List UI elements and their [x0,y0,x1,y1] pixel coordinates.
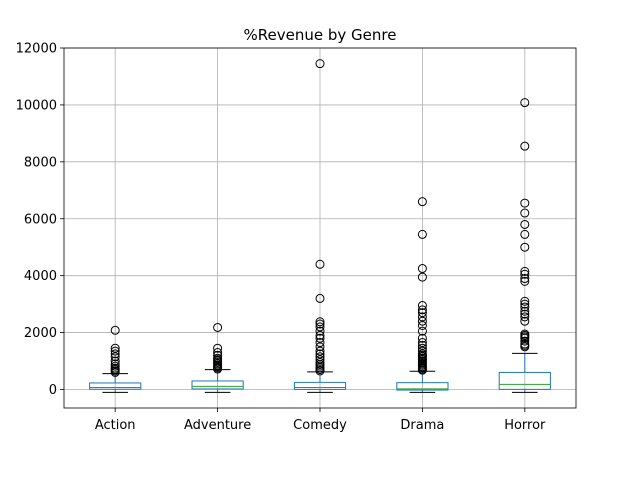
x-tick-label: Action [95,418,136,433]
x-tick-label: Comedy [293,418,347,433]
outlier-point [315,346,325,356]
outlier-point [520,302,530,312]
outlier-point [315,319,325,329]
outlier-point [110,359,120,369]
outlier-point [520,266,530,276]
y-tick-label: 4000 [24,269,57,284]
outlier-point [315,355,325,365]
grid-lines [64,47,576,408]
outlier-point [315,59,325,69]
outlier-point [417,312,427,322]
outlier-point [315,352,325,362]
box-adventure [191,322,244,393]
outlier-point [315,317,325,327]
box-action [89,325,142,393]
outlier-point [417,308,427,318]
outlier-point [520,274,530,284]
outlier-point [110,349,120,359]
outlier-point [520,329,530,339]
outlier-point [315,342,325,352]
outlier-point [417,343,427,353]
outlier-point [417,301,427,311]
outlier-point [110,352,120,362]
outlier-point [417,338,427,348]
box-iqr [191,380,244,390]
plot-frame [63,47,577,409]
outlier-point [520,269,530,279]
outlier-point [417,229,427,239]
outlier-point [520,276,530,286]
outlier-point [110,356,120,366]
outlier-point [213,343,223,353]
outlier-point [315,333,325,343]
y-tick-label: 12000 [16,42,57,57]
outlier-point [213,350,223,360]
outlier-point [520,336,530,346]
outlier-point [520,309,530,319]
outlier-point [315,326,325,336]
outlier-point [520,229,530,239]
outlier-point [417,326,427,336]
x-tick-label: Adventure [184,418,251,433]
outlier-point [213,353,223,363]
outlier-point [110,361,120,371]
outlier-point [417,346,427,356]
axes: 0 2000 4000 6000 8000 10000 12000 Action Adventu… [16,42,577,433]
outlier-point [520,141,530,151]
outlier-point [520,299,530,309]
y-axis-label: % [0,224,4,236]
box-horror [498,98,551,393]
y-tick-label: 6000 [24,212,57,227]
box-iqr [498,371,551,390]
outlier-point [417,264,427,274]
outlier-point [110,343,120,353]
outlier-point [315,338,325,348]
outlier-point [520,316,530,326]
outlier-point [315,349,325,359]
outlier-point [110,346,120,356]
box-drama [396,197,449,393]
box-comedy [293,59,347,393]
outlier-point [520,98,530,108]
outlier-point [520,312,530,322]
outlier-point [315,293,325,303]
outlier-point [417,333,427,343]
outlier-point [520,208,530,218]
outlier-point [417,305,427,315]
outlier-point [520,339,530,349]
outlier-point [417,316,427,326]
outlier-point [417,320,427,330]
outlier-point [315,330,325,340]
box-iqr [89,382,142,390]
outlier-point [417,272,427,282]
box-iqr [396,382,449,391]
y-tick-label: 0 [49,383,57,398]
outlier-point [417,197,427,207]
outlier-point [520,219,530,229]
outlier-point [315,322,325,332]
outlier-point [520,296,530,306]
outlier-point [520,198,530,208]
y-tick-label: 2000 [24,326,57,341]
outlier-point [315,357,325,367]
x-tick-label: Horror [504,418,546,433]
outlier-point [315,259,325,269]
outlier-point [213,348,223,358]
outlier-point [417,349,427,359]
x-tick-label: Drama [400,418,444,433]
y-tick-label: 10000 [16,98,57,113]
outlier-point [110,325,120,335]
chart-title: %Revenue by Genre [244,26,397,44]
y-tick-label: 8000 [24,155,57,170]
outlier-point [520,242,530,252]
box-plots [89,59,551,393]
outlier-point [417,340,427,350]
outlier-point [520,306,530,316]
outlier-point [213,322,223,332]
box-iqr [293,381,347,390]
